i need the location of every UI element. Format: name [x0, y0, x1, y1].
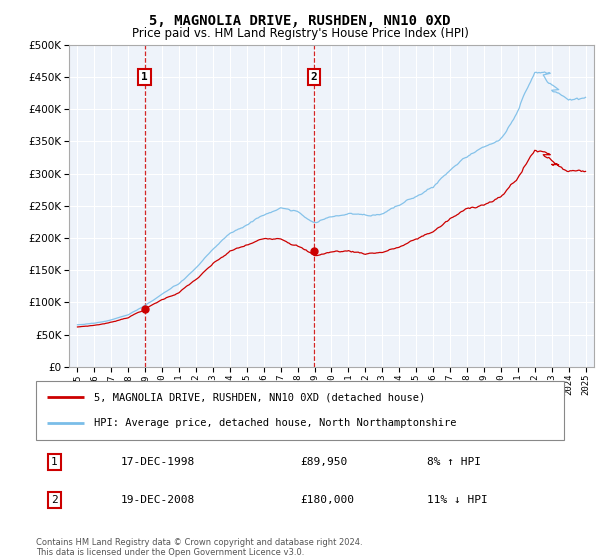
Text: 2: 2 — [51, 494, 58, 505]
FancyBboxPatch shape — [36, 381, 564, 440]
Text: 8% ↑ HPI: 8% ↑ HPI — [427, 457, 481, 467]
Text: 1: 1 — [51, 457, 58, 467]
Text: Contains HM Land Registry data © Crown copyright and database right 2024.
This d: Contains HM Land Registry data © Crown c… — [36, 538, 362, 557]
Text: Price paid vs. HM Land Registry's House Price Index (HPI): Price paid vs. HM Land Registry's House … — [131, 27, 469, 40]
Text: 11% ↓ HPI: 11% ↓ HPI — [427, 494, 487, 505]
Text: 5, MAGNOLIA DRIVE, RUSHDEN, NN10 0XD: 5, MAGNOLIA DRIVE, RUSHDEN, NN10 0XD — [149, 14, 451, 28]
Text: 17-DEC-1998: 17-DEC-1998 — [121, 457, 195, 467]
Text: HPI: Average price, detached house, North Northamptonshire: HPI: Average price, detached house, Nort… — [94, 418, 457, 428]
Text: 5, MAGNOLIA DRIVE, RUSHDEN, NN10 0XD (detached house): 5, MAGNOLIA DRIVE, RUSHDEN, NN10 0XD (de… — [94, 392, 425, 402]
Text: 2: 2 — [311, 72, 317, 82]
Text: 1: 1 — [141, 72, 148, 82]
Text: 19-DEC-2008: 19-DEC-2008 — [121, 494, 195, 505]
Text: £180,000: £180,000 — [300, 494, 354, 505]
Text: £89,950: £89,950 — [300, 457, 347, 467]
